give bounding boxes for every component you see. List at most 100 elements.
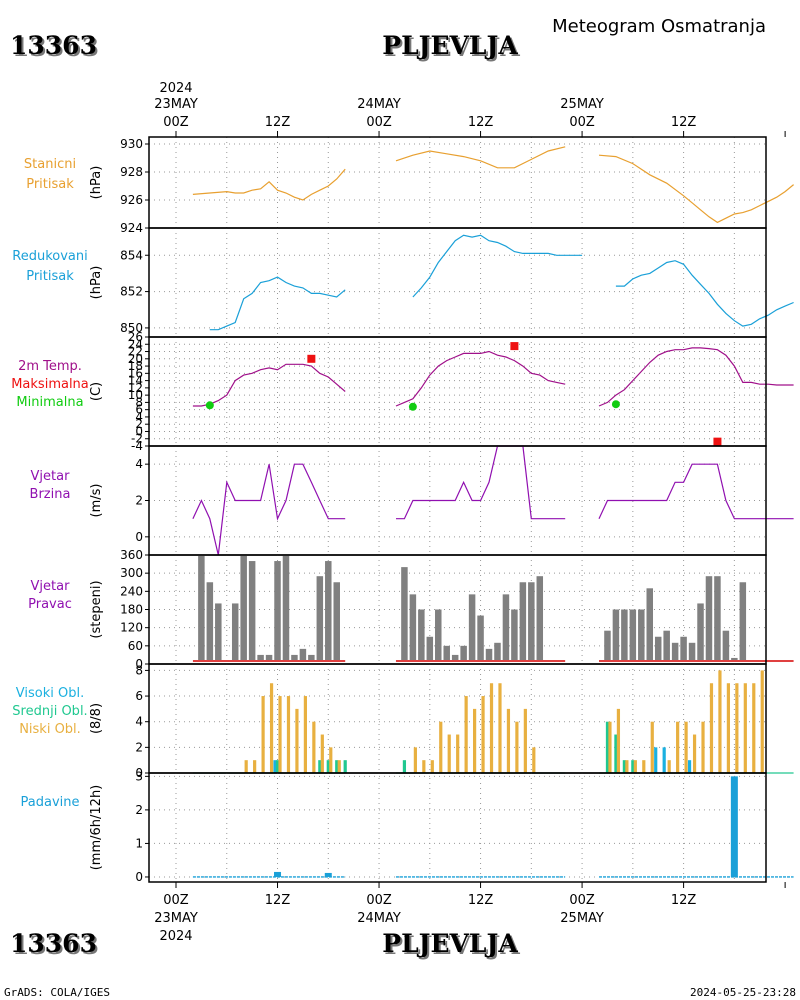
tmax-marker	[307, 354, 316, 363]
direction-bar	[528, 582, 535, 662]
y-tick-label: 928	[120, 165, 143, 179]
direction-bar	[494, 642, 501, 662]
panel-label: Padavine	[21, 795, 80, 810]
cloud-bar	[402, 760, 407, 773]
direction-bar	[671, 642, 679, 662]
bottom-hour-label: 12Z	[468, 893, 494, 908]
panel-label: Pravac	[28, 597, 72, 612]
cloud-bar	[413, 747, 417, 773]
y-axis-label: (hPa)	[89, 166, 104, 200]
tmin-marker	[611, 400, 620, 409]
y-tick-label: 14	[128, 374, 143, 388]
cloud-bar	[654, 747, 658, 773]
cloud-bar	[684, 721, 688, 773]
cloud-bar	[614, 734, 618, 773]
direction-bar	[282, 555, 290, 662]
cloud-bar	[709, 683, 714, 773]
cloud-bar	[295, 708, 299, 773]
y-tick-label: 852	[120, 285, 143, 299]
y-tick-label: 0	[135, 657, 143, 671]
bottom-day-label: 25MAY	[560, 911, 604, 926]
direction-bar	[451, 654, 459, 662]
direction-bar	[697, 603, 704, 662]
top-hour-label: 12Z	[671, 115, 697, 130]
cloud-bar	[622, 760, 626, 773]
cloud-bar	[506, 708, 511, 773]
direction-bar	[604, 630, 611, 662]
cloud-bar	[286, 696, 291, 773]
tmax-marker	[713, 437, 722, 446]
cloud-bar	[489, 683, 494, 773]
direction-bar	[663, 630, 670, 662]
cloud-bar	[735, 683, 739, 773]
y-axis-label: (m/s)	[89, 484, 104, 518]
panel-label: Redukovani	[12, 249, 87, 264]
y-tick-label: 24	[128, 337, 143, 351]
y-tick-label: 930	[120, 137, 143, 151]
y-tick-label: 26	[128, 330, 143, 344]
cloud-bar	[676, 721, 680, 773]
y-tick-label: 4	[135, 410, 143, 424]
y-axis-label: (stepeni)	[89, 580, 104, 638]
series-line	[395, 350, 566, 407]
footer-station-name: PLJEVLJA	[382, 929, 518, 958]
credit-text: GrADS: COLA/IGES	[4, 986, 110, 999]
top-hour-label: 00Z	[163, 115, 189, 130]
direction-bar	[680, 636, 687, 662]
direction-bar	[443, 645, 450, 662]
cloud-bar	[523, 708, 527, 773]
cloud-bar	[464, 696, 468, 773]
y-tick-label: -4	[131, 439, 143, 453]
cloud-bar	[337, 760, 341, 773]
cloud-bar	[269, 683, 274, 773]
cloud-bar	[608, 721, 612, 773]
cloud-bar	[532, 747, 536, 773]
direction-bar	[426, 636, 434, 662]
y-tick-label: 120	[120, 621, 143, 635]
panel-label: Stanicni	[24, 157, 76, 172]
precip-bar	[730, 776, 738, 877]
direction-bar	[502, 594, 510, 662]
footer-station-id: 13363	[10, 929, 97, 958]
cloud-bar	[312, 721, 316, 773]
cloud-bar	[642, 760, 646, 773]
cloud-bar	[318, 760, 322, 773]
cloud-bar	[726, 683, 730, 773]
y-tick-label: 6	[135, 689, 143, 703]
bottom-day-label: 23MAY	[154, 911, 198, 926]
cloud-bar	[303, 696, 307, 773]
cloud-bar	[253, 760, 257, 773]
cloud-bar	[718, 670, 722, 773]
y-tick-label: 2	[135, 740, 143, 754]
direction-bar	[468, 594, 476, 662]
y-tick-label: 2	[135, 494, 143, 508]
station-name: PLJEVLJA	[382, 31, 518, 60]
direction-bar	[705, 576, 713, 662]
y-tick-label: 1	[135, 836, 143, 850]
y-axis-label: (hPa)	[89, 266, 104, 300]
series-line	[598, 463, 794, 520]
cloud-bar	[273, 760, 277, 773]
y-tick-label: 300	[120, 566, 143, 580]
panel-label: Vjetar	[31, 469, 71, 484]
panel-label: Vjetar	[31, 579, 71, 594]
y-tick-label: -2	[131, 432, 143, 446]
cloud-bar	[473, 708, 477, 773]
direction-bar	[231, 603, 239, 662]
direction-bar	[418, 609, 425, 662]
y-tick-label: 3	[135, 769, 143, 783]
y-tick-label: 6	[135, 403, 143, 417]
cloud-bar	[650, 721, 654, 773]
bottom-hour-label: 12Z	[265, 893, 291, 908]
direction-bar	[409, 594, 417, 662]
y-tick-label: 0	[135, 424, 143, 438]
cloud-bar	[329, 747, 333, 773]
precip-bar	[324, 872, 332, 877]
series-line	[192, 363, 346, 407]
direction-bar	[519, 582, 527, 662]
cloud-bar	[326, 760, 330, 773]
y-tick-label: 0	[135, 766, 143, 780]
direction-bar	[536, 576, 544, 662]
direction-bar	[333, 582, 340, 662]
top-hour-label: 12Z	[265, 115, 291, 130]
